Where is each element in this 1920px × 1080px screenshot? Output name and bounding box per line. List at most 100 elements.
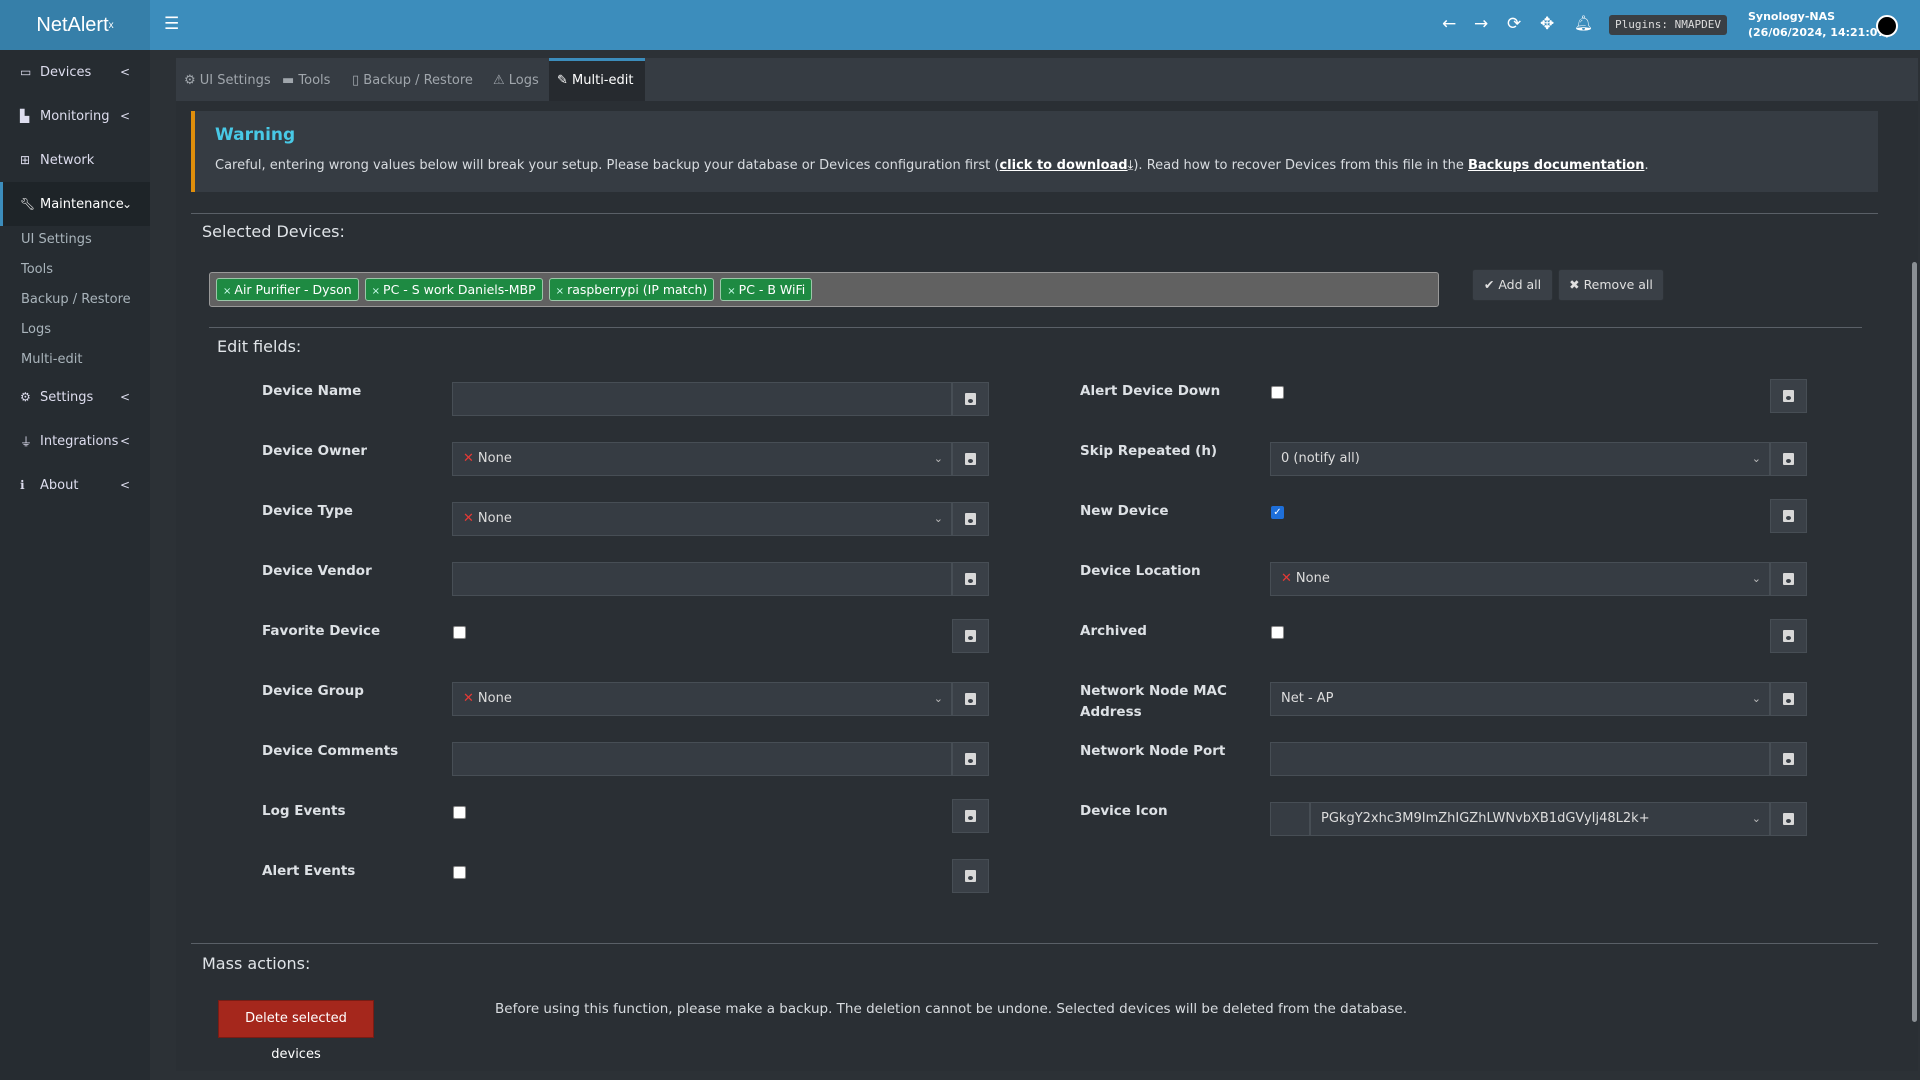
save-new-device-button[interactable] xyxy=(1770,499,1807,533)
device-type-select[interactable]: ✕ None ⌄ xyxy=(452,502,952,536)
plug-icon: ⏚ xyxy=(20,434,33,449)
floppy-disk-icon xyxy=(965,810,976,822)
device-vendor-input[interactable] xyxy=(452,562,952,596)
network-node-mac-address-select[interactable]: Net - AP ⌄ xyxy=(1270,682,1770,716)
log-events-checkbox[interactable] xyxy=(453,806,466,819)
remove-all-button[interactable]: ✖ Remove all xyxy=(1558,269,1664,301)
network-node-port-input[interactable] xyxy=(1270,742,1770,776)
field-label: Device Group xyxy=(262,683,364,699)
tab-label: Tools xyxy=(298,73,331,88)
tab-logs[interactable]: ⚠ Logs xyxy=(485,58,547,101)
remove-tag-icon[interactable]: × xyxy=(555,286,565,297)
save-device-group-button[interactable] xyxy=(952,682,989,716)
save-device-icon-button[interactable] xyxy=(1770,802,1807,836)
remove-tag-icon[interactable]: × xyxy=(727,286,736,297)
sidebar-label: Devices xyxy=(40,64,92,80)
back-arrow-icon[interactable]: ← xyxy=(1442,14,1457,34)
select-value: None xyxy=(477,691,512,706)
field-label: Device Owner xyxy=(262,443,368,459)
device-tag[interactable]: × raspberrypi (IP match) xyxy=(548,278,715,301)
new-device-checkbox[interactable]: ✓ xyxy=(1271,506,1284,519)
device-owner-select[interactable]: ✕ None ⌄ xyxy=(452,442,952,476)
device-tag[interactable]: × PC - B WiFi xyxy=(720,278,813,301)
device-location-select[interactable]: ✕ None ⌄ xyxy=(1270,562,1770,596)
sidebar-item-devices[interactable]: ▭ Devices < xyxy=(0,50,150,94)
sidebar-label: Settings xyxy=(40,389,94,405)
chevron-down-icon: ⌄ xyxy=(1751,692,1761,705)
device-icon-select[interactable]: PGkgY2xhc3M9ImZhIGZhLWNvbXB1dGVyIj48L2k+… xyxy=(1310,802,1770,836)
scrollbar[interactable] xyxy=(1912,262,1917,1022)
device-tag[interactable]: × Air Purifier - Dyson xyxy=(216,278,359,301)
save-log-events-button[interactable] xyxy=(952,799,989,833)
field-label: Network Node Port xyxy=(1080,743,1226,759)
app-logo[interactable]: NetAlert x xyxy=(0,0,150,50)
move-icon[interactable]: ✥ xyxy=(1540,14,1555,34)
skip-repeated-h-select[interactable]: 0 (notify all) ⌄ xyxy=(1270,442,1770,476)
warning-title: Warning xyxy=(215,125,296,145)
download-link[interactable]: click to download xyxy=(999,158,1128,173)
favorite-device-checkbox[interactable] xyxy=(453,626,466,639)
save-favorite-device-button[interactable] xyxy=(952,619,989,653)
save-skip-repeated-h-button[interactable] xyxy=(1770,442,1807,476)
device-comments-input[interactable] xyxy=(452,742,952,776)
floppy-disk-icon xyxy=(965,630,976,642)
hamburger-menu-icon[interactable]: ☰ xyxy=(164,14,180,34)
user-avatar[interactable] xyxy=(1876,15,1898,37)
add-all-button[interactable]: ✔ Add all xyxy=(1472,269,1553,301)
save-alert-events-button[interactable] xyxy=(952,859,989,893)
device-group-select[interactable]: ✕ None ⌄ xyxy=(452,682,952,716)
sidebar-item-maintenance[interactable]: 🔧︎ Maintenance ⌄ xyxy=(0,182,150,226)
tab-tools[interactable]: ▬ Tools xyxy=(274,58,338,101)
selected-devices-input[interactable]: × Air Purifier - Dyson × PC - S work Daniel… xyxy=(209,272,1439,307)
tab-label: UI Settings xyxy=(199,73,271,88)
refresh-icon[interactable]: ⟳ xyxy=(1507,14,1522,34)
sidebar-sub-backup-restore[interactable]: Backup / Restore xyxy=(21,292,131,307)
remove-tag-icon[interactable]: × xyxy=(223,286,232,297)
save-network-node-port-button[interactable] xyxy=(1770,742,1807,776)
archived-checkbox[interactable] xyxy=(1271,626,1284,639)
bell-icon[interactable]: 🔔︎ xyxy=(1574,14,1594,32)
sidebar-label: Network xyxy=(40,152,95,168)
alert-device-down-checkbox[interactable] xyxy=(1271,386,1284,399)
save-device-type-button[interactable] xyxy=(952,502,989,536)
device-tag[interactable]: × PC - S work Daniels-MBP xyxy=(364,278,543,301)
sidebar-item-network[interactable]: ⊞ Network xyxy=(0,138,150,182)
chevron-down-icon: ⌄ xyxy=(1751,572,1761,585)
sidebar-item-settings[interactable]: ⚙ Settings < xyxy=(0,375,150,419)
tab-multi-edit[interactable]: ✎ Multi-edit xyxy=(549,58,645,101)
save-network-node-mac-address-button[interactable] xyxy=(1770,682,1807,716)
sidebar-sub-multi-edit[interactable]: Multi-edit xyxy=(21,352,83,367)
sidebar-sub-tools[interactable]: Tools xyxy=(21,262,54,277)
sidebar-item-about[interactable]: ℹ About < xyxy=(0,463,150,507)
alert-events-checkbox[interactable] xyxy=(453,866,466,879)
sidebar-item-integrations[interactable]: ⏚ Integrations < xyxy=(0,419,150,463)
sidebar-sub-logs[interactable]: Logs xyxy=(21,322,51,337)
save-alert-device-down-button[interactable] xyxy=(1770,379,1807,413)
chevron-down-icon: ⌄ xyxy=(933,692,943,705)
save-archived-button[interactable] xyxy=(1770,619,1807,653)
save-device-location-button[interactable] xyxy=(1770,562,1807,596)
remove-tag-icon[interactable]: × xyxy=(371,286,381,297)
delete-selected-devices-button[interactable]: Delete selected devices xyxy=(218,1000,374,1062)
warning-text-part: . xyxy=(1644,158,1649,173)
device-name-input[interactable] xyxy=(452,382,952,416)
sidebar-item-monitoring[interactable]: ▙ Monitoring < xyxy=(0,94,150,138)
backups-documentation-link[interactable]: Backups documentation xyxy=(1467,158,1645,173)
divider xyxy=(191,213,1878,214)
mass-actions-note: Before using this function, please make … xyxy=(495,1001,1408,1017)
floppy-disk-icon xyxy=(965,693,976,705)
tab-backup-restore[interactable]: ▯ Backup / Restore xyxy=(344,58,481,101)
field-label: Skip Repeated (h) xyxy=(1080,443,1218,459)
save-device-name-button[interactable] xyxy=(952,382,989,416)
tab-ui-settings[interactable]: ⚙ UI Settings xyxy=(176,58,279,101)
forward-arrow-icon[interactable]: → xyxy=(1474,14,1489,34)
save-device-owner-button[interactable] xyxy=(952,442,989,476)
tag-label: PC - B WiFi xyxy=(738,282,806,297)
select-value: None xyxy=(477,451,512,466)
sidebar-sub-ui-settings[interactable]: UI Settings xyxy=(21,232,92,247)
save-device-comments-button[interactable] xyxy=(952,742,989,776)
gears-icon: ⚙ xyxy=(184,73,200,88)
tab-bar: ⚙ UI Settings ▬ Tools ▯ Backup / Restore… xyxy=(176,58,1918,101)
laptop-icon: ▭ xyxy=(20,65,32,79)
save-device-vendor-button[interactable] xyxy=(952,562,989,596)
